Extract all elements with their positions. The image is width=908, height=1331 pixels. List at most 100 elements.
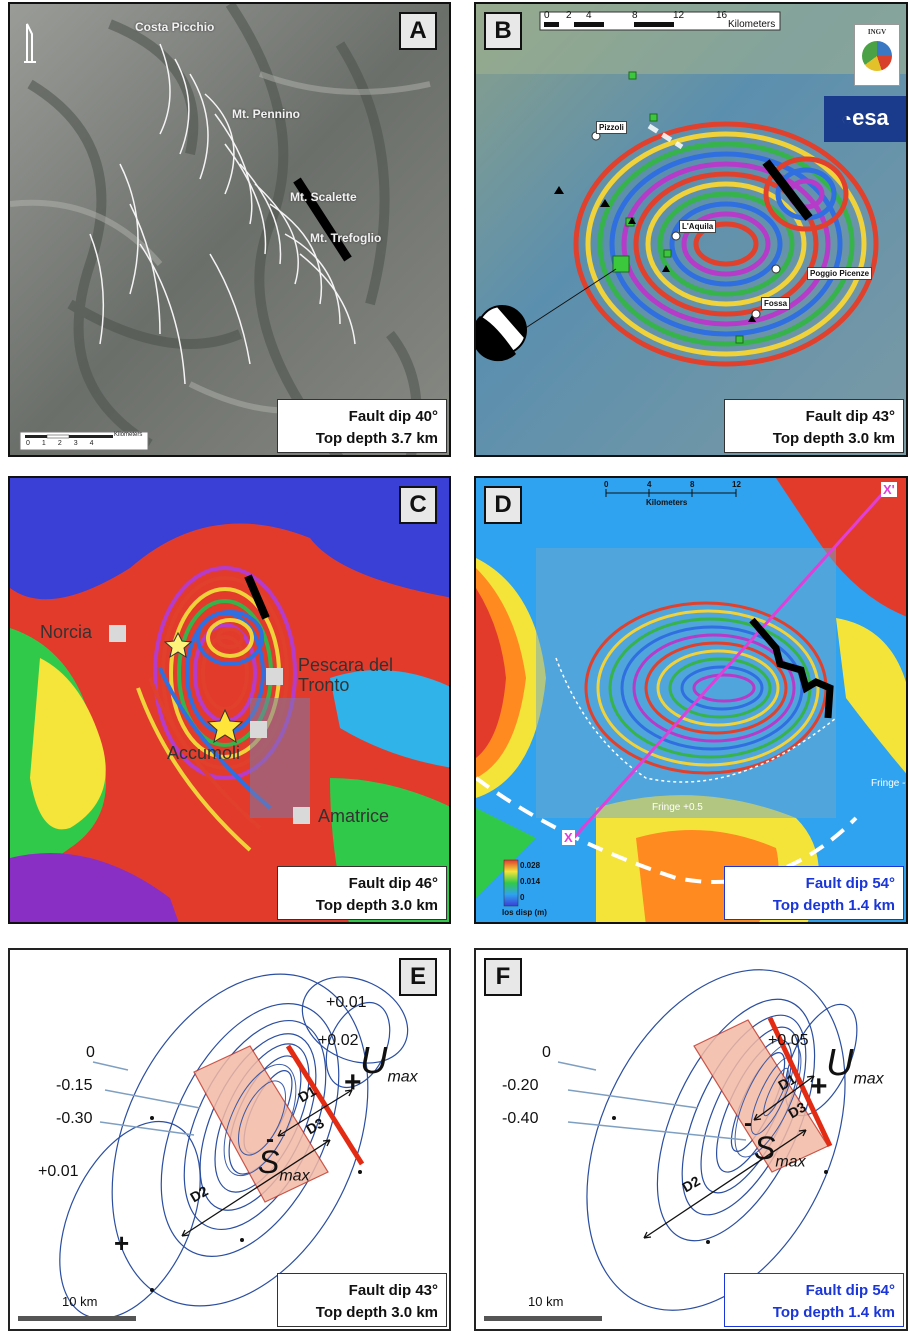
contour-label-0: 0 [86, 1044, 95, 1061]
fringes-d [584, 601, 828, 775]
fault-info-e: Fault dip 43° Top depth 3.0 km [277, 1273, 447, 1327]
contour-label-plus002: +0.02 [318, 1032, 359, 1049]
town-poggio-picenze: Poggio Picenze [807, 267, 873, 280]
town-pescara-del-tronto: Pescara del Tronto [298, 655, 394, 695]
scale-unit-b: Kilometers [728, 19, 776, 30]
panel-letter-d: D [484, 486, 522, 524]
panel-c-interferogram [10, 478, 449, 922]
fringes-b [573, 121, 879, 367]
aftershock-markers [554, 186, 756, 322]
town-norcia: Norcia [40, 622, 93, 642]
contour-label-plus001-right: +0.01 [326, 994, 367, 1011]
u-max-label: Umax [360, 1040, 418, 1086]
town-pizzoli: Pizzoli [596, 121, 627, 134]
uplift-max-marker: + [810, 1070, 828, 1103]
fault-dip-a: Fault dip 40° [348, 408, 438, 425]
contour-label-0: 0 [542, 1044, 551, 1061]
scale-label-e: 10 km [62, 1294, 98, 1309]
top-depth-a: Top depth 3.7 km [315, 430, 438, 447]
fault-dip-d: Fault dip 54° [805, 875, 895, 892]
top-depth-d: Top depth 1.4 km [772, 897, 895, 914]
s-max-label: Smax [754, 1130, 806, 1171]
town-laquila: L'Aquila [679, 220, 717, 233]
fault-info-b: Fault dip 43° Top depth 3.0 km [724, 399, 904, 453]
panel-f-model [484, 969, 858, 1321]
label-costa-picchio: Costa Picchio [135, 20, 215, 34]
fringe-label-2: Fringe -0 [871, 778, 908, 789]
panel-e: 0 -0.15 -0.30 +0.01 +0.01 +0.02 + Umax -… [8, 948, 451, 1331]
subsidence-max-marker: - [266, 1126, 274, 1153]
panel-letter-e: E [399, 958, 437, 996]
panel-a-map [10, 4, 449, 455]
fault-trace [762, 159, 813, 221]
panel-d: 0 4 8 12 Kilometers X X' Fringe +0.5 Fri… [474, 476, 908, 924]
contour-label-plus001-left: +0.01 [38, 1163, 79, 1180]
scale-unit-d: Kilometers [646, 498, 688, 507]
panel-f: 0 -0.20 -0.40 +0.05 + Umax - Smax D1 D2 … [474, 948, 908, 1331]
label-mt-trefoglio: Mt. Trefoglio [310, 231, 382, 245]
panel-b: 0 2 4 8 12 16 Kilometers Pizzoli L'Aquil… [474, 2, 908, 457]
fault-info-f: Fault dip 54° Top depth 1.4 km [724, 1273, 904, 1327]
u-max-label: Umax [826, 1042, 884, 1088]
panel-letter-f: F [484, 958, 522, 996]
fault-trace [244, 574, 270, 620]
top-depth-b: Top depth 3.0 km [772, 430, 895, 447]
label-mt-scalette: Mt. Scalette [290, 190, 357, 204]
top-depth-c: Top depth 3.0 km [315, 897, 438, 914]
fault-info-d: Fault dip 54° Top depth 1.4 km [724, 866, 904, 920]
panel-e-model [18, 973, 409, 1321]
town-markers [109, 625, 310, 824]
colorbar-unit: los disp (m) [502, 908, 547, 917]
panel-c: Norcia Pescara del Tronto Accumoli Amatr… [8, 476, 451, 924]
fault-info-a: Fault dip 40° Top depth 3.7 km [277, 399, 447, 453]
grid-dots [150, 1116, 362, 1292]
town-markers [591, 131, 781, 319]
fault-dip-b: Fault dip 43° [805, 408, 895, 425]
uplift-max-marker: + [344, 1066, 362, 1099]
scale-ticks-a: 01234 [26, 440, 106, 447]
mapped-ruptures [89, 43, 356, 385]
panel-letter-b: B [484, 12, 522, 50]
ingv-logo: INGV [854, 24, 900, 86]
profile-end-label: X' [881, 482, 897, 497]
s-max-label: Smax [258, 1144, 310, 1185]
uplift-marker-left: + [114, 1228, 130, 1258]
panel-letter-c: C [399, 486, 437, 524]
panel-d-interferogram [476, 478, 906, 922]
epicenter-star-icon [163, 631, 244, 744]
grid-dots [612, 1116, 828, 1244]
fault-trace [285, 1044, 365, 1166]
colorbar-ticks: 0.028 0.014 0 [520, 861, 541, 902]
panel-a: Costa Picchio Mt. Pennino Mt. Scalette M… [8, 2, 451, 457]
town-amatrice: Amatrice [318, 806, 390, 826]
top-depth-e: Top depth 3.0 km [315, 1304, 438, 1321]
esa-logo-icon: ◔ [841, 109, 853, 129]
fault-dip-f: Fault dip 54° [805, 1282, 895, 1299]
label-mt-pennino: Mt. Pennino [232, 107, 300, 121]
profile-start-label: X [562, 830, 575, 845]
contour-label-015: -0.15 [56, 1077, 93, 1094]
fringes-c [136, 566, 297, 852]
scale-unit-a: Kilometers [114, 432, 143, 438]
fault-trace [293, 177, 352, 262]
contour-label-plus005: +0.05 [768, 1032, 809, 1049]
fault-trace [767, 1016, 833, 1148]
scale-label-f: 10 km [528, 1294, 564, 1309]
north-arrow-icon [24, 23, 36, 63]
beachball-icon [476, 305, 527, 362]
fault-trace [749, 617, 834, 719]
top-depth-f: Top depth 1.4 km [772, 1304, 895, 1321]
contour-label-020: -0.20 [502, 1077, 539, 1094]
contour-label-040: -0.40 [502, 1110, 539, 1127]
fault-dip-e: Fault dip 43° [348, 1282, 438, 1299]
profile-line [570, 490, 886, 842]
esa-logo: ◔esa [824, 96, 906, 142]
town-accumoli: Accumoli [167, 743, 241, 763]
town-fossa: Fossa [761, 297, 791, 310]
panel-letter-a: A [399, 12, 437, 50]
fault-info-c: Fault dip 46° Top depth 3.0 km [277, 866, 447, 920]
fringe-label-1: Fringe +0.5 [652, 802, 703, 813]
fault-dip-c: Fault dip 46° [348, 875, 438, 892]
subsidence-max-marker: - [744, 1110, 752, 1137]
contour-label-030: -0.30 [56, 1110, 93, 1127]
